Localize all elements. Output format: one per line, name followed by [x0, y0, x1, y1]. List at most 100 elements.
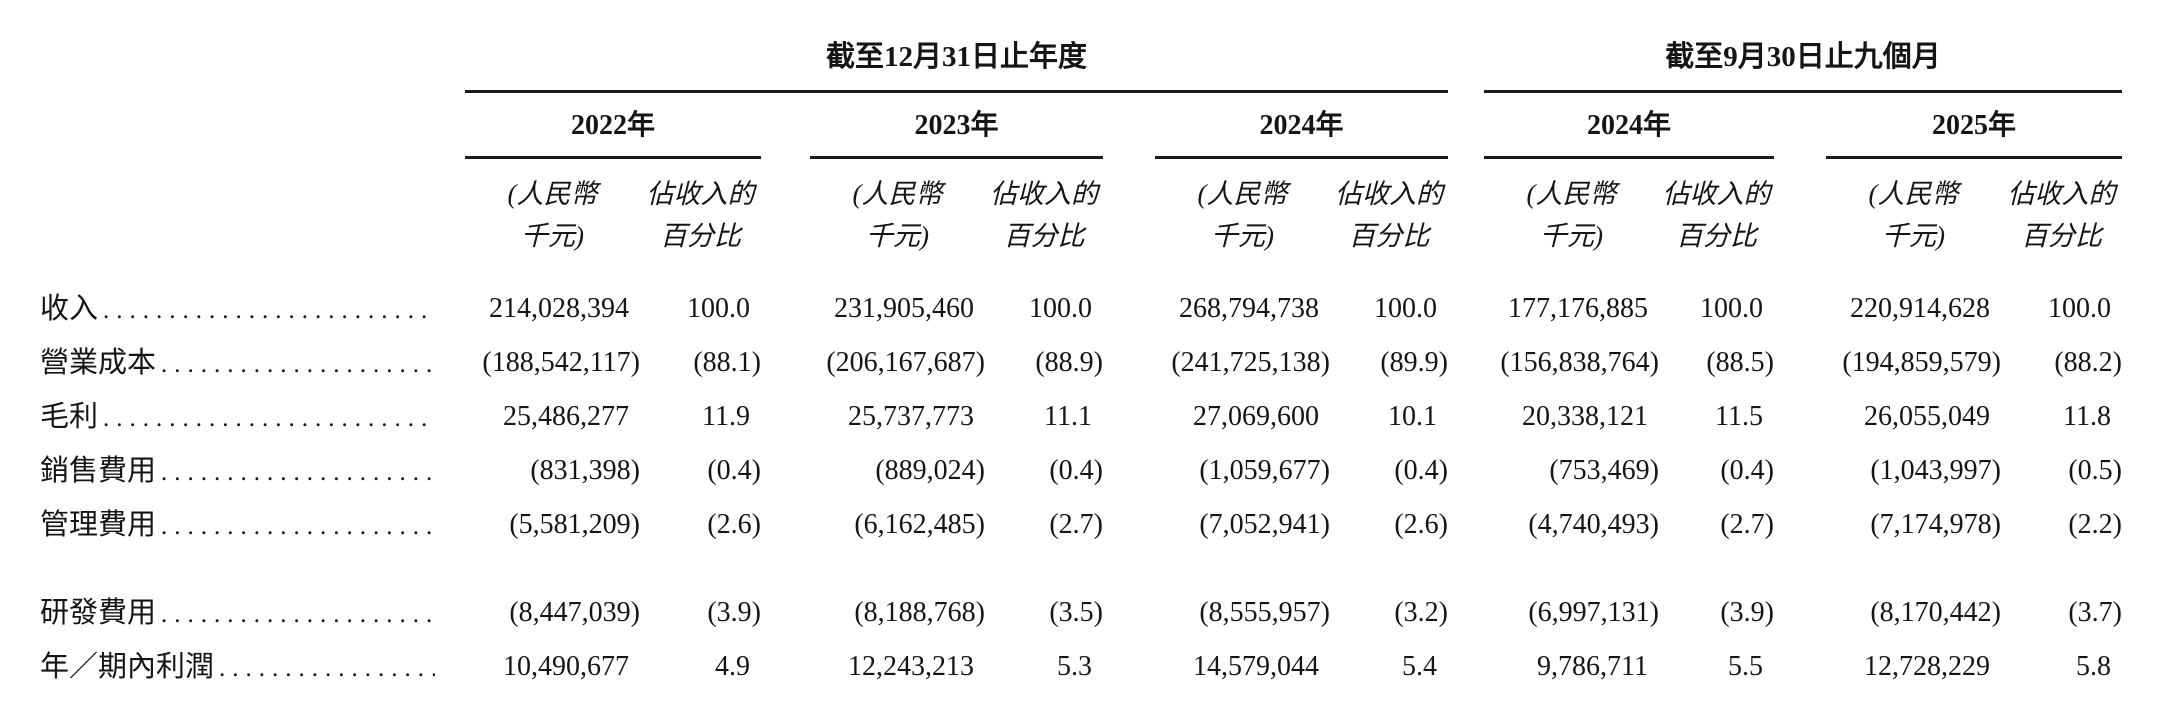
percent-cell: 11.5: [1715, 401, 1763, 432]
dot-leader: [98, 285, 435, 337]
row-label-gross-profit: 毛利: [0, 391, 435, 445]
dot-leader: [214, 643, 435, 695]
amount-cell: 25,486,277: [503, 401, 629, 432]
period-group-annual: 截至12月31日止年度: [465, 26, 1448, 93]
percent-cell: (88.2): [2054, 347, 2122, 378]
percent-cell: 11.8: [2063, 401, 2111, 432]
amount-cell: 9,786,711: [1537, 651, 1648, 682]
percent-cell: (2.2): [2068, 509, 2122, 540]
percent-cell: (3.2): [1394, 597, 1448, 628]
year-header-2023: 2023年: [810, 93, 1103, 159]
amount-cell: (8,170,442): [1870, 597, 2001, 628]
subheader-amount-line2: 千元): [521, 221, 584, 251]
percent-cell: (89.9): [1380, 347, 1448, 378]
percent-cell: (88.5): [1706, 347, 1774, 378]
percent-cell: 100.0: [1029, 293, 1092, 324]
header-body-spacer: [0, 257, 2180, 283]
percent-cell: (2.7): [1049, 509, 1103, 540]
subheader-percent: 佔收入的 百分比: [1330, 159, 1448, 257]
amount-cell: (8,447,039): [509, 597, 640, 628]
amount-cell: (188,542,117): [482, 347, 640, 378]
subheader-percent-line2: 百分比: [2021, 221, 2102, 251]
period-group-header-row: 截至12月31日止年度 截至9月30日止九個月: [0, 26, 2180, 93]
subheader-amount: (人民幣 千元): [1155, 159, 1330, 257]
percent-cell: 11.9: [702, 401, 750, 432]
subheader-amount: (人民幣千元): [1826, 159, 2001, 257]
percent-cell: 5.8: [2076, 651, 2111, 682]
amount-cell: (156,838,764): [1500, 347, 1659, 378]
amount-cell: 20,338,121: [1522, 401, 1648, 432]
subheader-amount: (人民幣 千元): [465, 159, 640, 257]
year-header-2025-nine-month: 2025年: [1826, 93, 2122, 159]
year-header-2024-nine-month: 2024年: [1484, 93, 1774, 159]
subheader-amount-line1: (人民幣: [1197, 179, 1288, 209]
percent-cell: (0.4): [707, 455, 761, 486]
dot-leader: [98, 393, 435, 445]
dot-leader: [156, 447, 435, 499]
subheader-percent-line1: 佔收入的: [990, 179, 1098, 209]
percent-cell: (3.9): [707, 597, 761, 628]
table-row-profit: 年／期內利潤 10,490,677 4.9 12,243,213 5.3 14,…: [0, 641, 2180, 695]
amount-cell: (1,059,677): [1199, 455, 1330, 486]
percent-cell: 5.4: [1402, 651, 1437, 682]
table-row-revenue: 收入 214,028,394 100.0 231,905,460 100.0 2…: [0, 283, 2180, 337]
subheader-percent-line1: 佔收入的: [646, 179, 755, 209]
subheader-percent-line1: 佔收入的: [2007, 179, 2116, 209]
amount-cell: (194,859,579): [1842, 347, 2001, 378]
amount-cell: 14,579,044: [1193, 651, 1319, 682]
amount-cell: 214,028,394: [489, 293, 629, 324]
row-label-text: 年／期內利潤: [40, 651, 215, 683]
subheader-amount-line1: (人民幣: [1526, 179, 1617, 209]
amount-cell: 177,176,885: [1508, 293, 1648, 324]
row-label-profit: 年／期內利潤: [0, 641, 435, 695]
dot-leader: [156, 339, 435, 391]
amount-cell: (7,052,941): [1199, 509, 1330, 540]
amount-cell: 220,914,628: [1850, 293, 1990, 324]
amount-cell: 25,737,773: [848, 401, 974, 432]
dot-leader: [156, 589, 435, 641]
percent-cell: 100.0: [1374, 293, 1437, 324]
amount-cell: (6,162,485): [854, 509, 985, 540]
subheader-percent-line1: 佔收入的: [1335, 179, 1443, 209]
row-label-text: 管理費用: [40, 509, 157, 541]
amount-cell: 26,055,049: [1864, 401, 1990, 432]
financial-summary-table: 截至12月31日止年度 截至9月30日止九個月 2022年 2023年 2024…: [0, 0, 2180, 695]
amount-cell: 12,243,213: [848, 651, 974, 682]
amount-cell: (5,581,209): [509, 509, 640, 540]
percent-cell: (0.4): [1720, 455, 1774, 486]
percent-cell: 100.0: [1700, 293, 1763, 324]
amount-cell: (206,167,687): [826, 347, 985, 378]
percent-cell: 4.9: [715, 651, 750, 682]
amount-cell: (1,043,997): [1870, 455, 2001, 486]
amount-cell: 10,490,677: [503, 651, 629, 682]
subheader-percent-line2: 百分比: [1676, 221, 1757, 251]
row-label-admin-expenses: 管理費用: [0, 499, 435, 553]
amount-cell: (4,740,493): [1528, 509, 1659, 540]
subheader-percent: 佔收入的 百分比: [1659, 159, 1774, 257]
percent-cell: 11.1: [1044, 401, 1092, 432]
table-row-rd-expenses: 研發費用 (8,447,039) (3.9) (8,188,768) (3.5)…: [0, 587, 2180, 641]
percent-cell: 5.3: [1057, 651, 1092, 682]
amount-cell: (8,555,957): [1199, 597, 1330, 628]
row-label-text: 研發費用: [40, 597, 157, 629]
percent-cell: (88.9): [1035, 347, 1103, 378]
year-header-row: 2022年 2023年 2024年 2024年 2025年: [0, 93, 2180, 159]
column-subheader-row: (人民幣 千元) 佔收入的 百分比 (人民幣 千元) 佔收入的 百分比 (人民幣 千元) …: [0, 159, 2180, 257]
amount-cell: (241,725,138): [1171, 347, 1330, 378]
subheader-percent: 佔收入的 百分比: [640, 159, 761, 257]
row-label-text: 收入: [40, 293, 99, 325]
subheader-amount-line2: 千元): [1882, 221, 1945, 251]
row-group-spacer: [0, 553, 2180, 587]
subheader-amount-line1: (人民幣: [852, 179, 943, 209]
amount-cell: (6,997,131): [1528, 597, 1659, 628]
percent-cell: (3.5): [1049, 597, 1103, 628]
row-label-operating-cost: 營業成本: [0, 337, 435, 391]
percent-cell: (0.5): [2068, 455, 2122, 486]
year-header-2024: 2024年: [1155, 93, 1448, 159]
row-label-text: 營業成本: [40, 347, 157, 379]
subheader-amount-line1: (人民幣: [1868, 179, 1959, 209]
percent-cell: 100.0: [687, 293, 750, 324]
row-label-selling-expenses: 銷售費用: [0, 445, 435, 499]
subheader-percent: 佔收入的 百分比: [2001, 159, 2122, 257]
percent-cell: (2.6): [1394, 509, 1448, 540]
